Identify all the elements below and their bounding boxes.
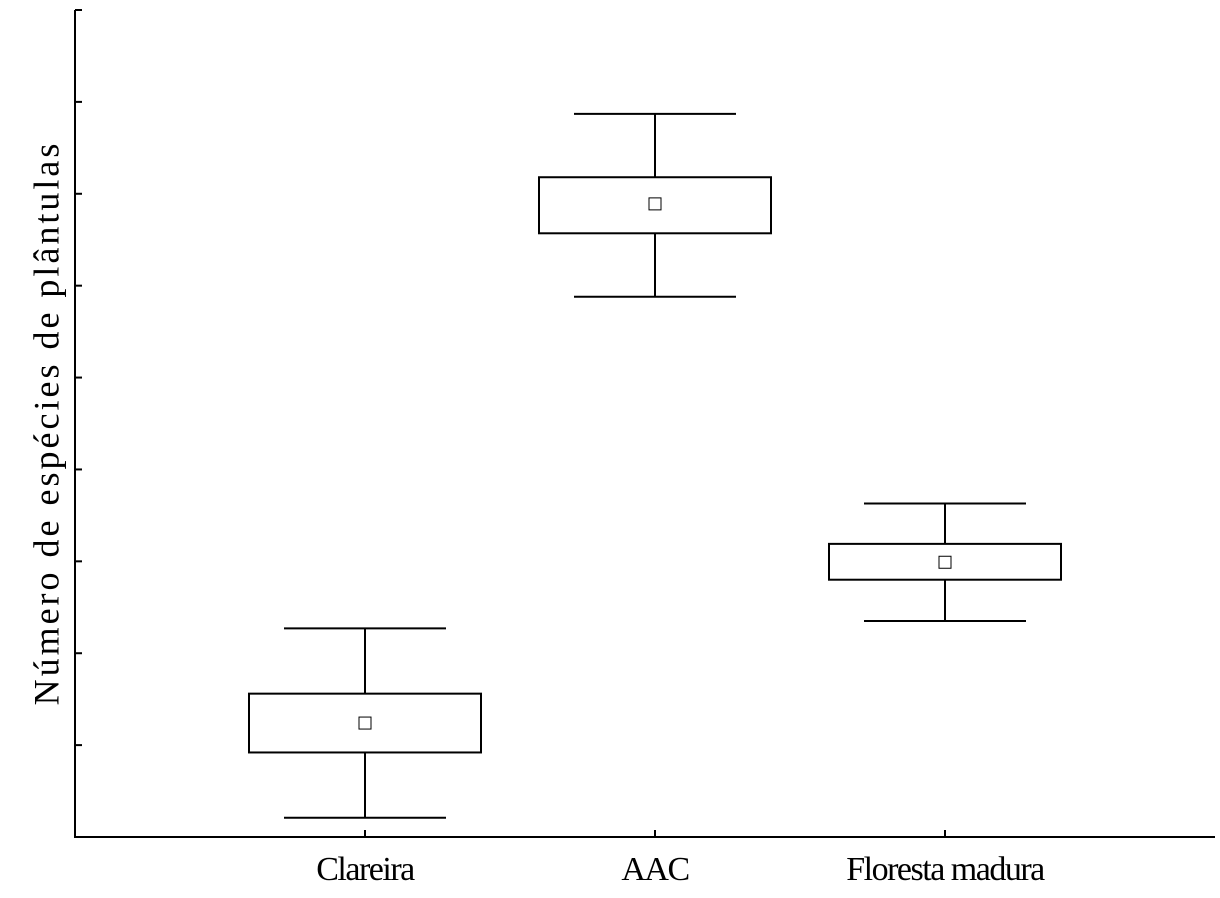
box xyxy=(538,176,772,235)
box xyxy=(248,692,482,754)
x-tick-label: Clareira xyxy=(316,851,415,888)
mean-marker xyxy=(938,555,952,569)
y-axis-label: Número de espécies de plântulas xyxy=(26,141,66,706)
mean-marker xyxy=(648,197,662,211)
x-tick-label: Floresta madura xyxy=(846,851,1045,888)
mean-marker xyxy=(358,716,372,730)
box xyxy=(828,542,1062,581)
x-tick-label: AAC xyxy=(621,851,688,888)
